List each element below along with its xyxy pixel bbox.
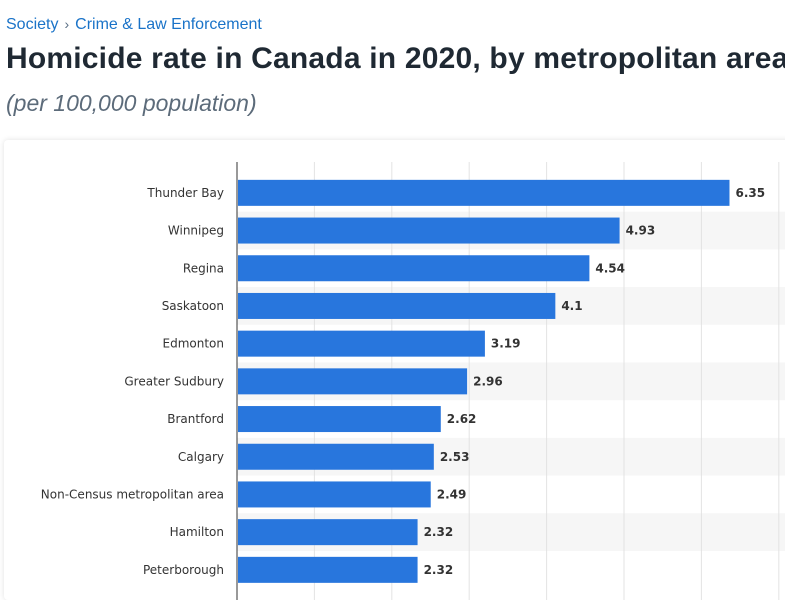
data-label: 2.96 — [473, 374, 503, 388]
page-subtitle: (per 100,000 population) — [6, 90, 257, 116]
category-label: Calgary — [178, 450, 224, 464]
bar[interactable] — [238, 179, 730, 206]
breadcrumb: Society › Crime & Law Enforcement — [6, 16, 262, 34]
bar[interactable] — [238, 406, 441, 433]
bar[interactable] — [238, 330, 485, 357]
bar[interactable] — [238, 217, 620, 244]
bar-chart: Thunder Bay 6.35 Winnipeg 4.93 Regina 4.54 Sas… — [41, 162, 785, 600]
category-label: Thunder Bay — [146, 186, 224, 200]
data-label: 2.32 — [424, 563, 454, 577]
data-label: 2.49 — [437, 487, 467, 501]
category-label: Edmonton — [163, 337, 225, 351]
data-label: 3.19 — [491, 337, 521, 351]
page-title: Homicide rate in Canada in 2020, by metr… — [6, 42, 785, 75]
chart-card: Thunder Bay 6.35 Winnipeg 4.93 Regina 4.54 Sas… — [4, 140, 785, 600]
bar[interactable] — [238, 443, 434, 470]
data-label: 4.1 — [561, 299, 582, 313]
bar[interactable] — [238, 255, 590, 282]
data-label: 6.35 — [735, 186, 765, 200]
category-label: Brantford — [167, 412, 224, 426]
data-label: 4.54 — [595, 261, 625, 275]
bar[interactable] — [238, 368, 468, 395]
breadcrumb-separator-icon: › — [64, 16, 70, 32]
category-label: Greater Sudbury — [124, 374, 224, 388]
category-label: Saskatoon — [162, 299, 224, 313]
data-label: 2.62 — [447, 412, 477, 426]
bar[interactable] — [238, 292, 556, 319]
bar[interactable] — [238, 556, 418, 583]
bar[interactable] — [238, 519, 418, 546]
data-label: 2.32 — [424, 525, 454, 539]
data-label: 2.53 — [440, 450, 470, 464]
category-label: Winnipeg — [168, 224, 224, 238]
breadcrumb-link-crime-law-enforcement[interactable]: Crime & Law Enforcement — [75, 16, 262, 33]
category-label: Hamilton — [170, 525, 224, 539]
bar[interactable] — [238, 481, 431, 508]
category-label: Peterborough — [143, 563, 224, 577]
category-label: Regina — [183, 261, 224, 275]
category-label: Non-Census metropolitan area — [41, 487, 224, 501]
breadcrumb-link-society[interactable]: Society — [6, 16, 59, 33]
data-label: 4.93 — [626, 224, 656, 238]
